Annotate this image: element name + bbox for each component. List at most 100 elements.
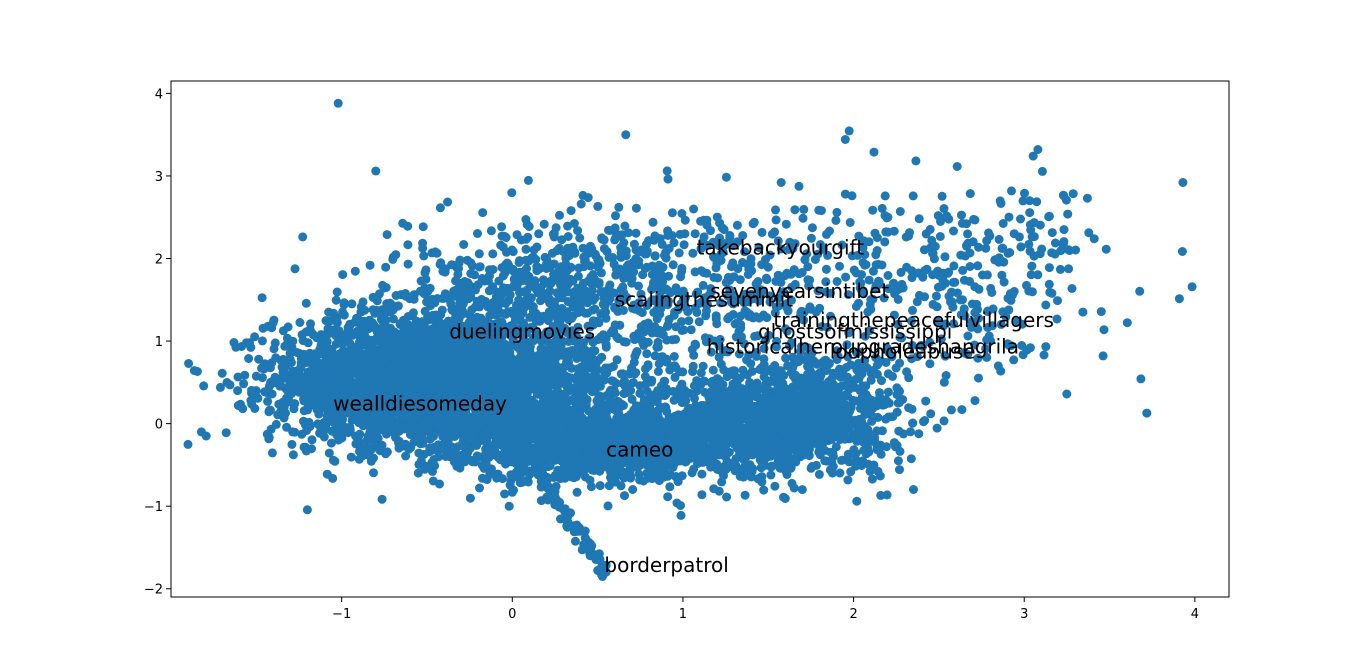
data-point — [368, 305, 378, 315]
data-point — [475, 483, 484, 493]
data-point — [309, 375, 319, 385]
data-point — [414, 448, 424, 458]
data-point — [381, 449, 391, 459]
data-point — [279, 403, 289, 413]
data-point — [535, 383, 545, 393]
data-point — [336, 381, 346, 390]
data-point — [484, 415, 493, 425]
data-point — [519, 436, 529, 446]
data-point — [324, 448, 334, 458]
data-point — [307, 435, 317, 445]
data-point — [548, 434, 558, 444]
data-point — [316, 330, 326, 340]
data-point — [351, 353, 361, 363]
data-point — [464, 455, 474, 465]
data-point — [328, 473, 338, 483]
data-point — [595, 481, 605, 491]
data-point — [233, 372, 243, 382]
data-point — [368, 370, 378, 380]
data-point — [233, 386, 243, 396]
data-point — [553, 465, 563, 475]
data-point — [302, 505, 312, 515]
data-point — [331, 295, 341, 305]
data-point — [239, 379, 249, 389]
data-point — [538, 373, 548, 383]
data-point — [561, 445, 571, 455]
data-point — [519, 466, 529, 476]
data-point — [621, 337, 631, 347]
data-point — [471, 381, 481, 391]
data-point — [304, 326, 314, 336]
data-point — [192, 367, 202, 376]
data-point — [367, 444, 376, 454]
data-point — [543, 447, 553, 457]
data-point — [401, 451, 411, 461]
data-point — [628, 485, 638, 494]
data-point — [393, 379, 403, 389]
data-point — [262, 429, 272, 439]
data-point — [303, 405, 313, 415]
data-point — [553, 444, 562, 454]
data-point — [253, 393, 263, 403]
data-point — [511, 402, 521, 412]
data-point — [453, 414, 463, 424]
data-point — [429, 431, 438, 441]
data-point — [563, 438, 573, 448]
data-point — [759, 485, 769, 495]
data-point — [882, 442, 891, 452]
data-point — [332, 287, 342, 297]
data-point — [327, 438, 336, 448]
data-point — [388, 427, 397, 437]
data-point — [278, 326, 288, 336]
data-point — [325, 360, 335, 370]
data-point — [453, 425, 463, 435]
data-point — [380, 381, 390, 391]
data-point — [377, 494, 387, 504]
data-point — [428, 476, 438, 486]
data-point — [467, 431, 477, 441]
data-point — [551, 454, 561, 464]
data-point — [356, 365, 366, 375]
data-point — [603, 501, 613, 511]
data-point — [267, 358, 277, 368]
data-point — [332, 313, 342, 322]
data-point — [482, 475, 492, 485]
data-point — [363, 431, 373, 441]
data-point — [852, 496, 862, 506]
data-point — [403, 369, 413, 379]
data-point — [277, 362, 287, 372]
data-point — [497, 450, 507, 459]
data-point — [426, 464, 436, 474]
data-point — [339, 347, 349, 357]
data-point — [357, 335, 367, 345]
data-point — [504, 501, 514, 511]
data-point — [263, 396, 273, 406]
data-point — [429, 455, 439, 464]
data-point — [290, 427, 300, 437]
points-layer — [183, 98, 1197, 581]
data-point — [247, 385, 256, 395]
data-point — [268, 318, 278, 328]
data-point — [909, 485, 918, 494]
data-point — [575, 411, 585, 421]
data-point — [330, 418, 340, 428]
data-point — [347, 299, 357, 309]
data-point — [267, 448, 277, 458]
data-point — [387, 414, 397, 424]
data-point — [439, 439, 448, 449]
data-point — [882, 490, 892, 500]
data-point — [616, 481, 626, 491]
data-point — [369, 453, 378, 463]
data-point — [607, 376, 617, 386]
data-point — [292, 348, 302, 357]
data-point — [503, 441, 513, 451]
data-point — [506, 470, 516, 480]
data-point — [309, 397, 319, 407]
data-point — [296, 358, 306, 368]
data-point — [867, 474, 877, 484]
data-point — [398, 350, 408, 360]
data-point — [572, 487, 582, 497]
data-point — [465, 493, 475, 503]
data-point — [416, 456, 426, 466]
data-point — [334, 368, 344, 378]
